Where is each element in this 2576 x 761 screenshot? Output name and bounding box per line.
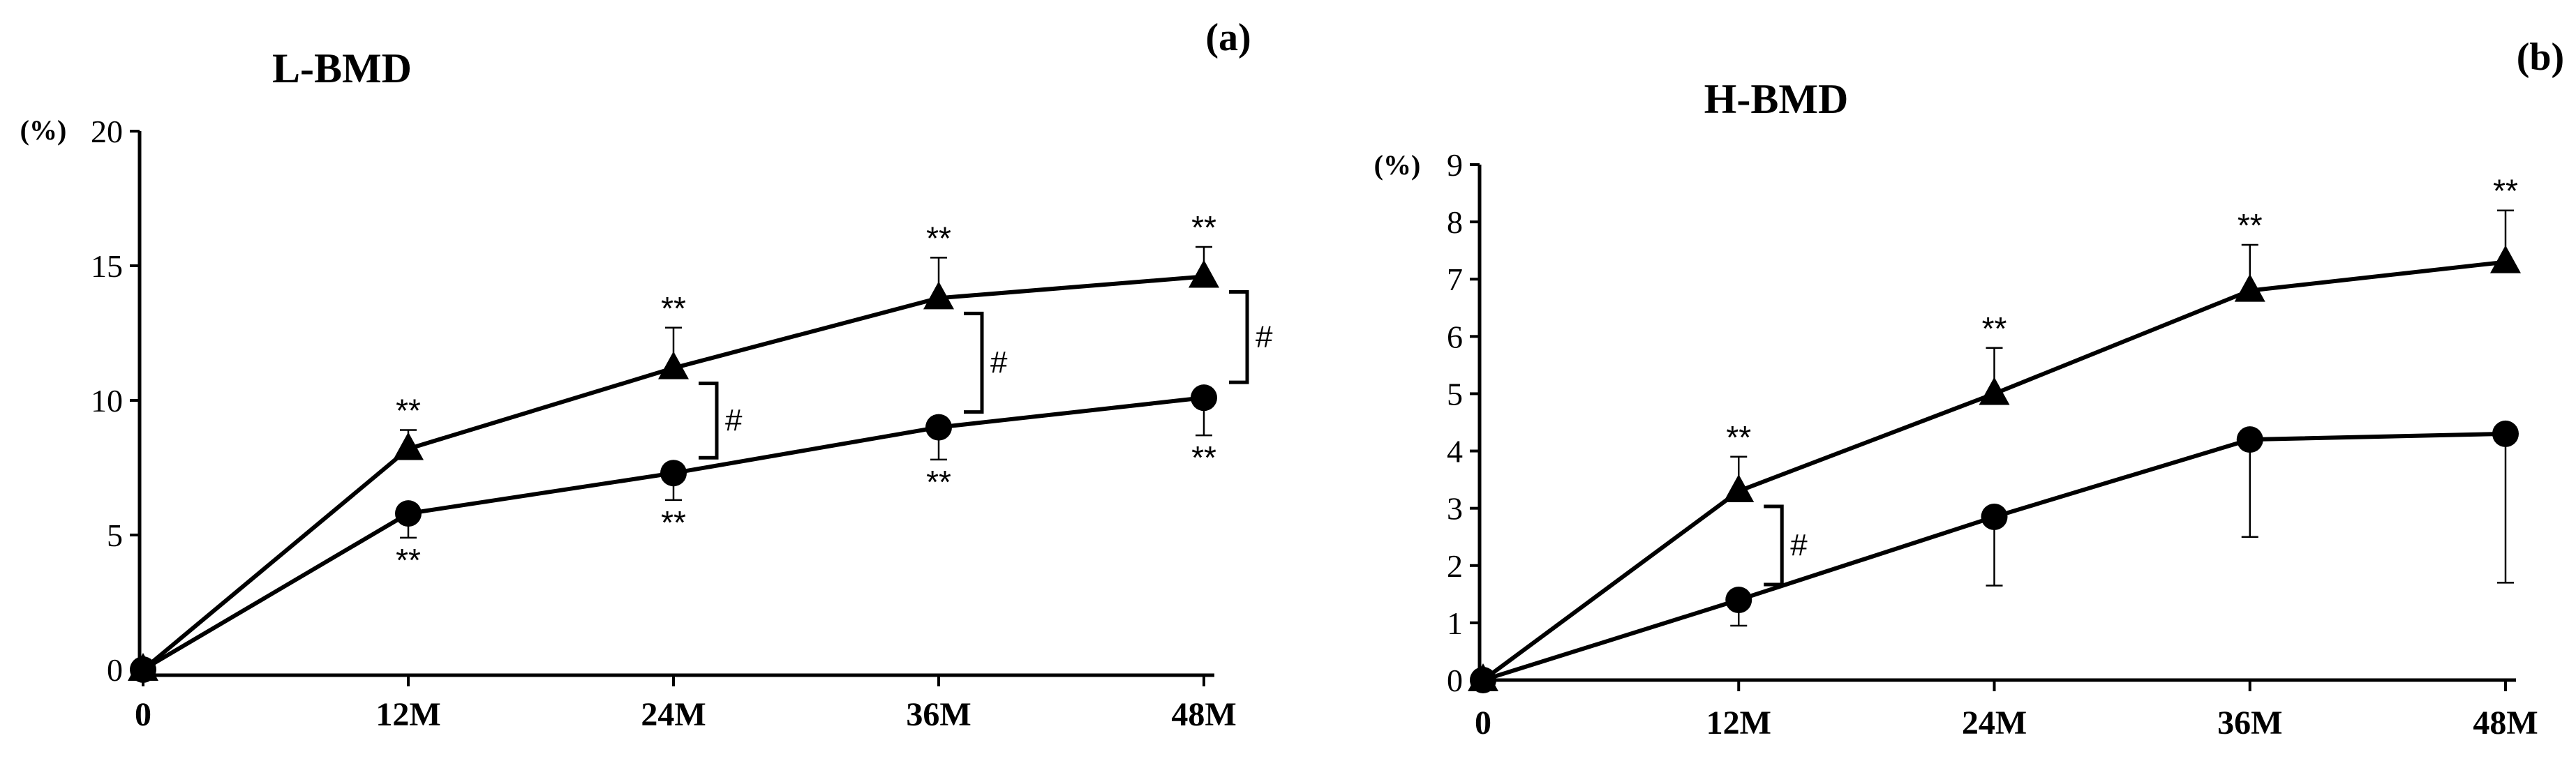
significance-mark: ** [2238,207,2263,243]
significance-hash: # [990,345,1008,379]
significance-mark: ** [1726,419,1751,455]
y-tick-label: 8 [1447,204,1463,240]
significance-mark: ** [1982,310,2007,347]
significance-mark: ** [1191,439,1216,476]
circle-point [1725,587,1752,614]
y-tick-label: 10 [91,383,123,419]
x-tick-label: 0 [1475,705,1491,741]
y-tick-label: 1 [1447,605,1463,641]
x-tick-label: 48M [2473,705,2538,741]
significance-mark: ** [661,290,686,326]
significance-bracket [964,311,984,414]
triangle-point [2234,273,2265,302]
circle-point [925,414,952,441]
y-tick-label: 6 [1447,319,1463,354]
chart-panel-a: L-BMD (a) (%) 0 5 10 15 20 0 12M 24M 36M 48M ** ** *… [20,16,1273,733]
circle-point [130,656,156,683]
y-tick-label: 15 [91,248,123,284]
significance-bracket [1229,289,1249,384]
panel-label-a: (a) [1205,16,1251,59]
x-tick-label: 0 [135,696,151,733]
triangle-point [393,432,424,460]
triangle-point [658,351,689,379]
y-unit-label-b: (%) [1374,149,1421,181]
circle-point [1981,503,2008,530]
y-tick-label: 3 [1447,491,1463,527]
significance-hash: # [1256,319,1273,354]
triangle-point [2490,245,2521,273]
y-tick-label: 0 [1447,663,1463,698]
circle-point [395,500,422,527]
significance-hash: # [1790,528,1808,562]
circle-point [2492,420,2519,447]
panel-label-b: (b) [2517,36,2564,79]
chart-title-b: H-BMD [1704,76,1849,122]
triangle-point [923,281,954,310]
significance-mark: ** [1191,209,1216,246]
y-unit-label-a: (%) [20,114,67,146]
x-tick-label: 24M [641,696,706,733]
significance-bracket [1764,504,1784,587]
y-tick-label: 7 [1447,262,1463,297]
chart-title-a: L-BMD [272,45,412,91]
y-tick-label: 9 [1447,147,1463,183]
triangle-point [1723,474,1755,503]
significance-mark: ** [926,220,951,256]
y-tick-label: 4 [1447,434,1463,469]
y-tick-label: 5 [1447,376,1463,412]
y-tick-label: 0 [107,652,123,688]
x-tick-label: 12M [375,696,440,733]
y-tick-label: 20 [91,114,123,149]
significance-hash: # [725,403,743,437]
chart-panel-b: H-BMD (b) (%) 0 1 2 3 4 5 6 7 8 9 0 12M 24M 36M 48M ** *… [1374,36,2565,741]
x-tick-label: 36M [906,696,971,733]
significance-mark: ** [2493,173,2518,209]
significance-mark: ** [396,392,421,428]
significance-bracket [699,382,719,460]
x-tick-label: 24M [1962,705,2027,741]
significance-mark: ** [396,542,421,578]
y-tick-label: 5 [107,518,123,553]
circle-point [660,460,687,487]
circle-point [2236,426,2263,453]
significance-mark: ** [661,504,686,541]
triangle-point [1189,259,1219,288]
circle-point [1191,384,1217,412]
y-tick-label: 2 [1447,548,1463,584]
x-tick-label: 12M [1706,705,1771,741]
triangle-point [1979,377,2010,405]
circle-point [1470,667,1496,693]
significance-mark: ** [926,464,951,500]
x-tick-label: 36M [2217,705,2282,741]
x-tick-label: 48M [1171,696,1236,733]
